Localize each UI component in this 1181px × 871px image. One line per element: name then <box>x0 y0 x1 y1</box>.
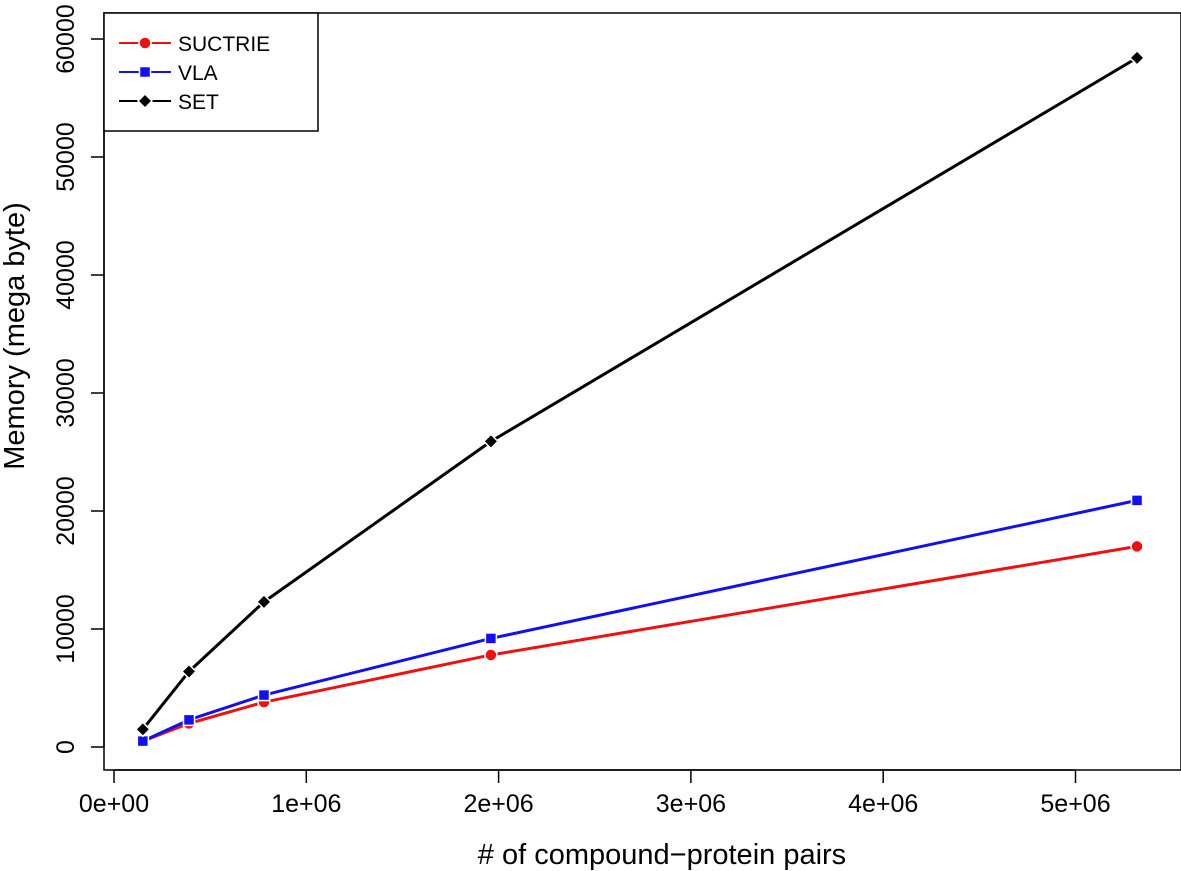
legend-item-suctrie: SUCTRIE <box>119 33 270 56</box>
legend-items: SUCTRIE VLA SET <box>119 33 270 114</box>
y-tick-label: 20000 <box>52 476 80 546</box>
data-point-vla <box>182 713 196 727</box>
data-point-set <box>255 593 273 610</box>
x-tick-label: 4e+06 <box>848 790 918 818</box>
x-axis: 0e+00 1e+06 2e+06 3e+06 4e+06 5e+06 <box>79 769 1111 818</box>
y-tick-label: 0 <box>52 740 80 754</box>
data-point-vla <box>257 688 271 702</box>
legend-item-set: SET <box>119 91 219 114</box>
data-point-set <box>134 721 151 738</box>
legend: SUCTRIE VLA SET <box>103 12 319 132</box>
legend-item-vla: VLA <box>119 62 218 85</box>
data-point-set <box>482 433 499 450</box>
y-axis: 0 10000 20000 30000 40000 50000 60000 <box>52 4 105 754</box>
data-point-suctrie <box>484 648 498 662</box>
x-tick-label: 3e+06 <box>656 790 726 818</box>
y-axis-title: Memory (mega byte) <box>0 202 31 470</box>
y-tick-label: 50000 <box>52 122 80 192</box>
y-tick-label: 60000 <box>52 4 80 74</box>
series-layer <box>134 49 1146 748</box>
x-tick-label: 5e+06 <box>1040 790 1110 818</box>
legend-marker-suctrie <box>138 36 152 50</box>
series-vla <box>136 494 1144 748</box>
x-axis-title: # of compound−protein pairs <box>478 839 846 871</box>
x-tick-label: 1e+06 <box>271 790 341 818</box>
y-tick-label: 10000 <box>52 594 80 664</box>
series-suctrie <box>136 539 1144 748</box>
data-point-set <box>180 663 198 680</box>
data-point-vla <box>484 632 498 645</box>
series-line-vla <box>142 498 1138 743</box>
legend-label-vla: VLA <box>178 62 218 85</box>
legend-label-suctrie: SUCTRIE <box>178 33 270 56</box>
data-point-set <box>1128 49 1146 66</box>
data-point-vla <box>1130 494 1144 507</box>
data-point-suctrie <box>1130 539 1144 554</box>
y-tick-label: 30000 <box>52 358 80 428</box>
x-tick-label: 0e+00 <box>79 790 149 818</box>
x-tick-label: 2e+06 <box>463 790 533 818</box>
legend-marker-set <box>136 92 154 110</box>
legend-marker-vla <box>138 65 152 79</box>
series-line-suctrie <box>142 544 1138 743</box>
y-tick-label: 40000 <box>52 240 80 310</box>
legend-label-set: SET <box>178 91 219 114</box>
series-set <box>134 49 1146 738</box>
